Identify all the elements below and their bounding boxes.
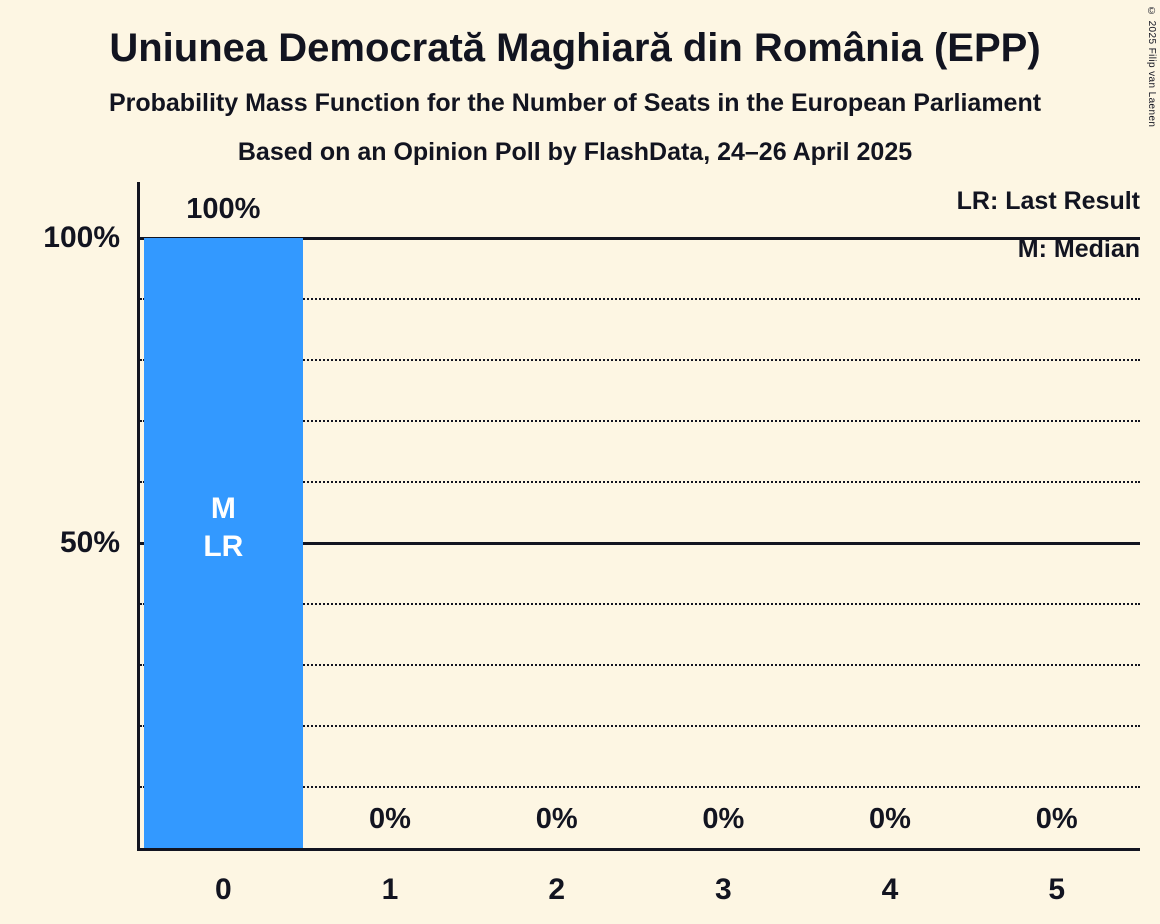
median-marker: M xyxy=(210,491,236,525)
gridline-dotted xyxy=(140,603,1140,605)
bar-value-label: 0% xyxy=(369,803,411,835)
legend-last-result-label: LR: Last Result xyxy=(956,187,1140,215)
chart-source-line: Based on an Opinion Poll by FlashData, 2… xyxy=(237,138,913,166)
gridline-dotted xyxy=(140,786,1140,788)
bar-value-label: 0% xyxy=(869,803,911,835)
bar-value-label: 100% xyxy=(186,193,261,225)
x-axis-tick-label: 4 xyxy=(881,873,899,906)
x-axis-tick-label: 1 xyxy=(381,873,399,906)
gridline-dotted xyxy=(140,359,1140,361)
last-result-marker: LR xyxy=(203,529,244,563)
x-axis-tick-label: 0 xyxy=(214,873,232,906)
bar-annotation: M LR xyxy=(140,490,307,566)
chart-title: Uniunea Democrată Maghiară din România (… xyxy=(109,26,1041,70)
gridline-dotted xyxy=(140,725,1140,727)
gridline-dotted xyxy=(140,664,1140,666)
legend-median-label: M: Median xyxy=(1017,235,1140,263)
gridline-solid xyxy=(140,236,1140,240)
chart-subtitle: Probability Mass Function for the Number… xyxy=(108,89,1042,117)
bar-value-label: 0% xyxy=(702,803,745,835)
bar-value-label: 0% xyxy=(1035,803,1078,835)
gridline-dotted xyxy=(140,298,1140,300)
gridline-solid xyxy=(140,541,1140,545)
bar xyxy=(144,238,303,848)
x-axis-line xyxy=(137,848,1140,851)
x-axis-tick-label: 5 xyxy=(1048,873,1065,906)
bar-value-label: 0% xyxy=(535,803,578,835)
x-axis-tick-label: 2 xyxy=(548,873,565,906)
y-axis-line xyxy=(137,182,140,851)
copyright-notice: © 2025 Filip van Laenen xyxy=(1146,6,1157,128)
y-axis-tick-label: 100% xyxy=(43,221,120,254)
plot-area: 100% 0% 0% 0% 0% 0% M LR xyxy=(140,182,1140,848)
gridline-dotted xyxy=(140,481,1140,483)
y-axis-tick-label: 50% xyxy=(59,526,120,559)
gridline-dotted xyxy=(140,420,1140,422)
x-axis-tick-label: 3 xyxy=(714,873,732,906)
